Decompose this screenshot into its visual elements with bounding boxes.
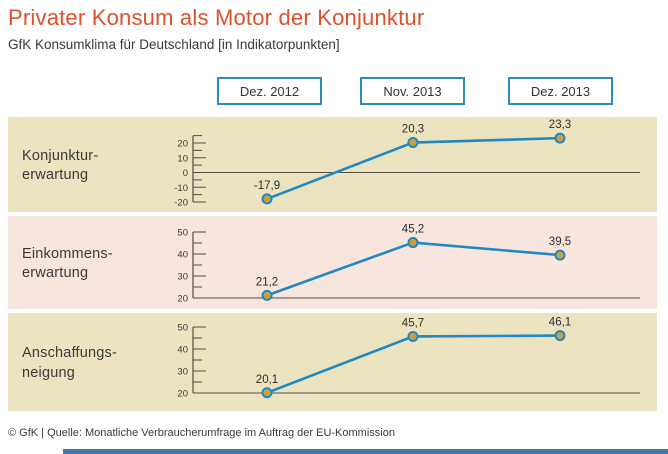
svg-text:46,1: 46,1 — [549, 317, 571, 329]
svg-text:20,1: 20,1 — [256, 374, 278, 386]
row-label-anschaffungsneigung: Anschaffungs- neigung — [22, 345, 118, 381]
svg-text:39,5: 39,5 — [549, 236, 571, 248]
svg-text:30: 30 — [177, 367, 188, 378]
svg-text:30: 30 — [177, 272, 188, 283]
svg-text:45,2: 45,2 — [402, 224, 424, 236]
svg-text:20: 20 — [177, 139, 188, 150]
line-chart-einkommenserwartung: 50 40 30 20 21,2 45,2 39,5 — [177, 224, 640, 305]
row-label-konjunkturerwartung: Konjunktur- erwartung — [22, 147, 99, 183]
svg-text:50: 50 — [177, 323, 188, 334]
line-chart-konjunkturerwartung: 20 10 0 -10 -20 -17,9 20,3 23,3 — [174, 119, 640, 209]
column-header-dez-2013: Dez. 2013 — [508, 77, 613, 105]
svg-text:40: 40 — [177, 250, 188, 261]
svg-text:20: 20 — [177, 294, 188, 305]
svg-text:45,7: 45,7 — [402, 317, 424, 329]
column-header-nov-2013: Nov. 2013 — [360, 77, 465, 105]
chart-row-anschaffungsneigung: Anschaffungs- neigung 50 40 30 20 20,1 45,7 46… — [8, 313, 657, 411]
line-chart-anschaffungsneigung: 50 40 30 20 20,1 45,7 46,1 — [177, 317, 640, 400]
row-label-einkommenserwartung: Einkommens- erwartung — [22, 245, 113, 281]
page-subtitle: GfK Konsumklima für Deutschland [in Indi… — [8, 37, 340, 52]
bottom-blue-bar — [63, 449, 668, 454]
chart-row-einkommenserwartung: Einkommens- erwartung 50 40 30 20 21,2 45,2 39… — [8, 216, 657, 309]
svg-text:-17,9: -17,9 — [254, 180, 280, 192]
svg-text:20: 20 — [177, 389, 188, 400]
svg-text:10: 10 — [177, 153, 188, 164]
chart-row-konjunkturerwartung: Konjunktur- erwartung 20 10 0 -10 -20 -17,9 20… — [8, 117, 657, 212]
source-note: © GfK | Quelle: Monatliche Verbraucherum… — [8, 427, 395, 439]
svg-text:20,3: 20,3 — [402, 124, 424, 136]
svg-text:50: 50 — [177, 228, 188, 239]
svg-text:-20: -20 — [174, 198, 188, 209]
page-title: Privater Konsum als Motor der Konjunktur — [8, 5, 425, 30]
svg-text:40: 40 — [177, 345, 188, 356]
svg-text:23,3: 23,3 — [549, 119, 571, 131]
svg-text:21,2: 21,2 — [256, 276, 278, 288]
svg-text:0: 0 — [183, 168, 188, 179]
column-header-dez-2012: Dez. 2012 — [217, 77, 322, 105]
svg-text:-10: -10 — [174, 183, 188, 194]
